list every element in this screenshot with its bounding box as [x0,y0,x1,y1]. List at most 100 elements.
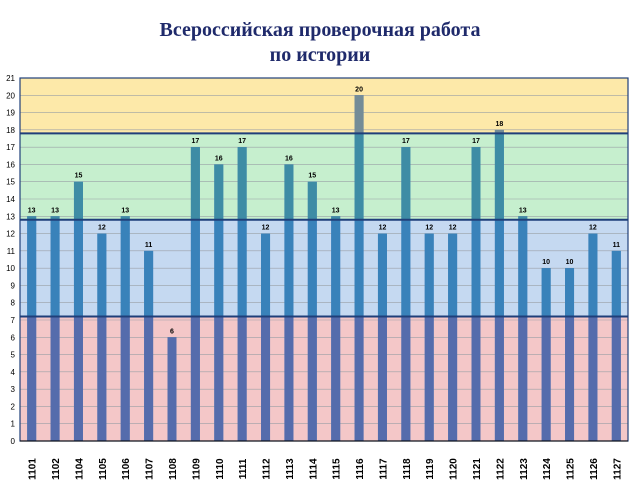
bar-segment [144,316,154,441]
x-tick-label: 1111 [238,458,249,479]
x-tick-label: 1112 [262,458,273,480]
bar-segment [401,147,411,220]
bar-segment [144,250,154,317]
y-tick-label: 4 [11,368,16,377]
chart-title-line-2: по истории [269,44,371,66]
data-label: 11 [613,242,621,249]
bar-segment [448,233,458,317]
x-tick-label: 1102 [51,458,62,480]
bar-segment [611,250,621,317]
bar-segment [565,268,575,317]
data-label: 17 [191,138,199,145]
bar-segment [471,316,481,441]
x-tick-label: 1124 [542,458,553,480]
y-tick-label: 16 [6,160,15,169]
x-tick-label: 1126 [589,458,600,480]
bar-segment [50,216,60,220]
bar-segment [494,316,504,441]
data-label: 12 [449,225,457,232]
bar-segment [120,316,130,441]
bar-segment [518,316,528,441]
x-tick-label: 1104 [74,458,85,480]
x-tick-label: 1105 [98,458,109,480]
x-tick-label: 1118 [402,458,413,480]
x-tick-label: 1125 [566,458,577,480]
data-label: 15 [75,173,83,180]
bar-segment [120,219,130,317]
bar-segment [284,219,294,317]
y-tick-label: 1 [11,420,16,429]
y-tick-label: 20 [6,91,15,100]
bar-segment [331,316,341,441]
bar-segment [354,133,364,220]
bar-segment [261,233,271,317]
y-tick-label: 19 [6,109,15,118]
bar-segment [588,316,598,441]
y-tick-label: 11 [7,247,16,256]
bar-segment [565,316,575,441]
chart-title-line-1: Всероссийская проверочная работа [159,19,481,41]
bar-segment [518,219,528,317]
x-tick-label: 1108 [168,458,179,480]
bar-segment [167,337,177,441]
bar-segment [307,316,317,441]
x-tick-label: 1127 [612,458,623,480]
bar-segment [541,268,551,317]
x-tick-label: 1114 [308,458,319,480]
bar-segment [261,316,271,441]
data-label: 11 [145,242,153,249]
data-label: 10 [542,259,550,266]
y-tick-label: 7 [11,316,16,325]
band-3 [20,78,628,134]
bar-segment [214,316,224,441]
bar-segment [471,147,481,220]
bar-segment [214,164,224,220]
y-tick-label: 8 [11,299,16,308]
y-tick-label: 5 [11,351,16,360]
bar-segment [401,219,411,317]
x-tick-label: 1123 [519,458,530,480]
data-label: 15 [308,173,316,180]
bar-segment [424,316,434,441]
y-tick-label: 13 [6,212,15,221]
bar-segment [97,233,107,317]
x-tick-label: 1113 [285,458,296,480]
bar-segment [354,95,364,134]
bar-segment [541,316,551,441]
data-label: 12 [425,225,433,232]
bar-segment [518,216,528,220]
bar-segment [284,316,294,441]
bar-segment [494,133,504,220]
data-label: 17 [472,138,480,145]
x-tick-label: 1101 [28,458,39,480]
data-label: 6 [170,328,174,335]
bar-segment [377,316,387,441]
bar-segment [307,181,317,220]
x-tick-label: 1120 [449,458,460,480]
x-tick-label: 1119 [425,458,436,480]
bar-segment [73,219,83,317]
bar-segment [237,316,247,441]
data-label: 17 [402,138,410,145]
bar-segment [190,316,200,441]
data-label: 12 [379,225,387,232]
y-tick-label: 9 [11,281,16,290]
data-label: 13 [51,207,59,214]
x-tick-label: 1117 [378,458,389,480]
y-tick-label: 6 [11,333,16,342]
bar-segment [27,216,37,220]
bar-segment [354,219,364,317]
bar-segment [27,219,37,317]
x-tick-label: 1109 [191,458,202,480]
data-label: 18 [495,121,503,128]
x-tick-label: 1116 [355,458,366,480]
bar-segment [190,147,200,220]
y-tick-label: 15 [6,178,15,187]
bar-segment [237,219,247,317]
bar-segment [424,233,434,317]
data-label: 12 [262,225,270,232]
bar-segment [50,219,60,317]
bar-segment [471,219,481,317]
bar-segment [73,181,83,220]
data-label: 13 [28,207,36,214]
